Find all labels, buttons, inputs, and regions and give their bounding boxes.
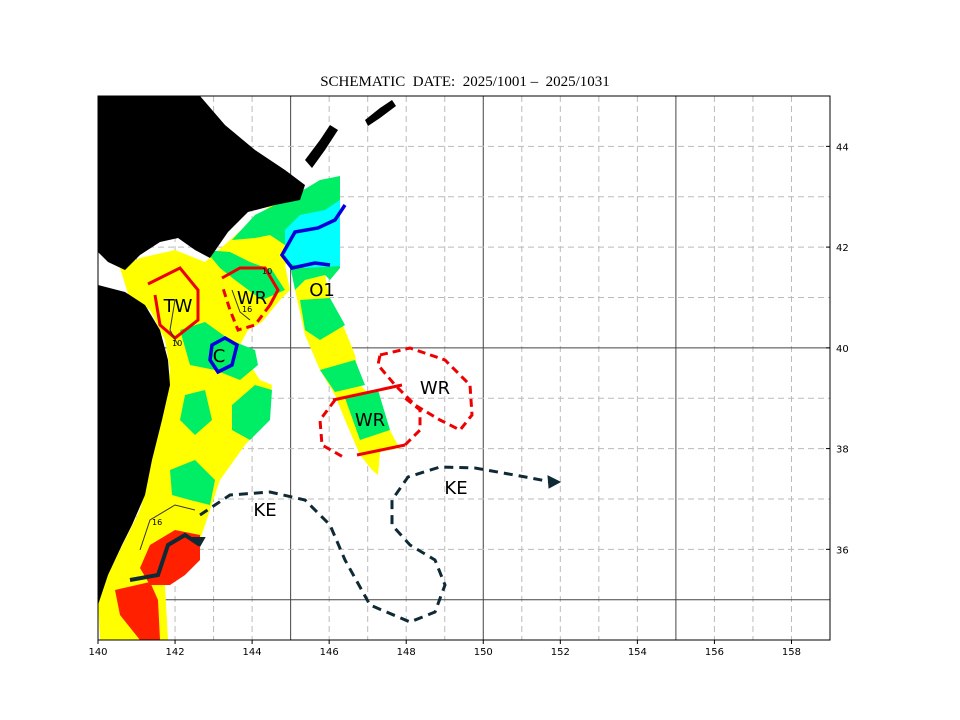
x-tick-label: 144 bbox=[243, 647, 262, 658]
contours bbox=[129, 204, 562, 624]
x-tick-label: 150 bbox=[474, 647, 493, 658]
ocean-features bbox=[98, 176, 400, 640]
contour-label: 16 bbox=[152, 518, 162, 527]
region-label: WR bbox=[420, 378, 450, 399]
cool-area bbox=[345, 390, 390, 440]
cool-area bbox=[300, 298, 345, 340]
hot-area bbox=[140, 530, 200, 585]
region-label: WR bbox=[237, 288, 267, 309]
y-tick-label: 38 bbox=[836, 445, 849, 456]
cool-area bbox=[205, 250, 285, 300]
cold-area bbox=[285, 200, 340, 268]
region-label: C bbox=[213, 346, 226, 367]
y-tick-label: 42 bbox=[836, 243, 849, 254]
x-tick-label: 158 bbox=[782, 647, 801, 658]
hot-area bbox=[115, 582, 160, 640]
honshu bbox=[98, 285, 170, 605]
land bbox=[98, 96, 396, 605]
cool-area bbox=[180, 390, 212, 435]
region-label: O1 bbox=[309, 280, 335, 301]
cool-area bbox=[232, 385, 272, 440]
x-tick-label: 152 bbox=[551, 647, 570, 658]
region-label: WR bbox=[355, 410, 385, 431]
map-frame bbox=[97, 95, 831, 641]
contour-label: 10 bbox=[262, 267, 272, 276]
x-tick-label: 146 bbox=[320, 647, 339, 658]
contour-label: 10 bbox=[172, 339, 182, 348]
contour-label: 16 bbox=[242, 305, 252, 314]
x-tick-label: 156 bbox=[705, 647, 724, 658]
y-tick-label: 40 bbox=[836, 344, 849, 355]
cool-area bbox=[320, 360, 365, 392]
region-label: KE bbox=[444, 478, 467, 499]
cool-area bbox=[180, 322, 258, 380]
kuril bbox=[305, 125, 338, 168]
region-labels: TW WR C O1 WR WR KE KE 10 16 10 16 bbox=[152, 267, 468, 527]
hokkaido bbox=[98, 96, 305, 270]
y-tick-label: 36 bbox=[836, 545, 849, 556]
x-tick-label: 148 bbox=[397, 647, 416, 658]
x-tick-label: 140 bbox=[88, 647, 107, 658]
cool-area bbox=[170, 460, 215, 505]
x-tick-label: 154 bbox=[628, 647, 647, 658]
map-title: SCHEMATIC DATE: 2025/1001 – 2025/1031 bbox=[320, 74, 610, 90]
y-tick-label: 44 bbox=[836, 142, 849, 153]
kuril bbox=[365, 100, 396, 126]
region-label: TW bbox=[163, 296, 193, 317]
x-tick-label: 142 bbox=[166, 647, 185, 658]
region-label: KE bbox=[253, 500, 276, 521]
